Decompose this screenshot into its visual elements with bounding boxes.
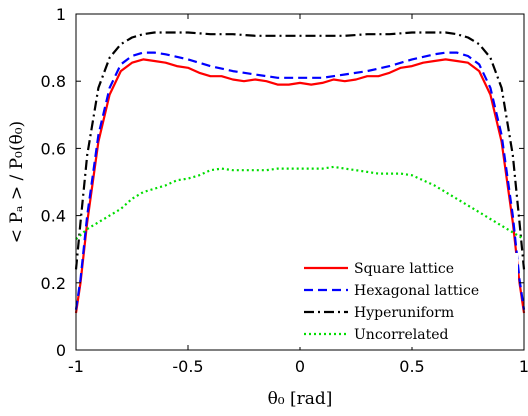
legend-label: Hexagonal lattice (354, 283, 479, 299)
y-tick-label: 0.6 (41, 139, 66, 158)
series-line-1 (74, 58, 526, 314)
axis-ticks: -1 -0.5 0 0.5 1 0 0.2 0.4 0.6 0.8 1 (41, 5, 528, 376)
series-line-2 (74, 51, 526, 310)
series-line-3 (74, 31, 526, 270)
x-tick-label: 1 (519, 357, 528, 376)
x-tick-label: 0.5 (399, 357, 424, 376)
x-axis-label: θ₀ [rad] (268, 389, 333, 409)
series-line-4 (75, 165, 525, 241)
y-tick-label: 0.8 (41, 72, 66, 91)
legend: Square lattice Hexagonal lattice Hyperunif… (298, 253, 518, 347)
y-axis-label: < Pₐ > / P₀(θ₀) (7, 121, 27, 243)
plot-lines (74, 31, 526, 314)
y-tick-label: 0 (56, 341, 66, 360)
x-tick-label: 0 (295, 357, 305, 376)
y-tick-label: 0.2 (41, 274, 66, 293)
x-tick-label: -0.5 (172, 357, 203, 376)
y-tick-label: 1 (56, 5, 66, 24)
legend-label: Square lattice (354, 261, 454, 277)
legend-label: Hyperuniform (354, 305, 454, 321)
x-tick-label: -1 (68, 357, 84, 376)
y-tick-label: 0.4 (41, 207, 66, 226)
legend-label: Uncorrelated (354, 327, 448, 343)
